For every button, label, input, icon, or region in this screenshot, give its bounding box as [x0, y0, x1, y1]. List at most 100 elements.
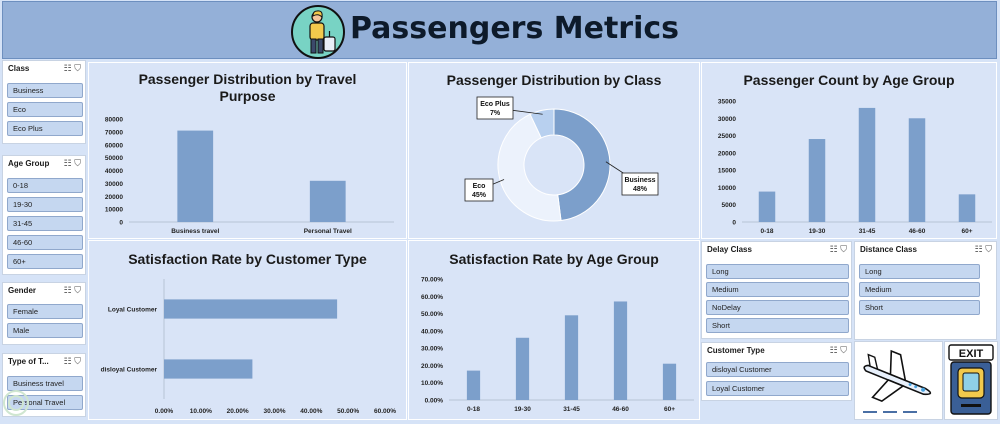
slicer-item-60-plus[interactable]: 60+	[7, 254, 83, 269]
y-tick-label: 30.00%	[421, 346, 443, 353]
y-tick-label: Loyal Customer	[108, 307, 158, 314]
filter-icons[interactable]: ☷ ⛉	[829, 244, 847, 254]
slicer-item-male[interactable]: Male	[7, 323, 83, 338]
chart-title: Passenger Count by Age Group	[743, 72, 955, 88]
slicer-item-medium[interactable]: Medium	[859, 282, 980, 297]
slicer-item-nodelay[interactable]: NoDelay	[706, 300, 849, 315]
passenger-logo-icon	[291, 5, 345, 59]
slicer-item-female[interactable]: Female	[7, 304, 83, 319]
bar	[758, 191, 776, 222]
slicer-customer-type: Customer Type ☷ ⛉ disloyal Customer Loya…	[701, 342, 852, 401]
y-tick-label: 20000	[718, 150, 736, 157]
y-tick-label: 50000	[105, 155, 123, 162]
bar	[177, 130, 214, 222]
travel-purpose-chart: 80000 70000 60000 50000 40000 30000 20000 10000…	[105, 117, 394, 235]
filter-icons[interactable]: ☷ ⛉	[63, 158, 81, 168]
chart-title: Satisfaction Rate by Age Group	[449, 251, 659, 267]
page-title: Passengers Metrics	[350, 11, 680, 46]
x-tick-label: 19-30	[514, 406, 531, 413]
donut-slice	[553, 108, 611, 222]
x-tick-label: 31-45	[859, 228, 876, 235]
y-tick-label: 30000	[718, 116, 736, 123]
slicer-item-long[interactable]: Long	[859, 264, 980, 279]
x-tick-label: 46-60	[612, 406, 629, 413]
x-tick-label: 10.00%	[190, 408, 212, 415]
slice-percent: 48%	[633, 186, 648, 193]
bar	[309, 180, 346, 222]
chart-title: Passenger Distribution by Travel Purpose	[138, 71, 357, 104]
slicer-item-business[interactable]: Business	[7, 83, 83, 98]
slicer-item-short[interactable]: Short	[859, 300, 980, 315]
y-tick-label: 60000	[105, 142, 123, 149]
bar	[466, 370, 481, 400]
x-tick-label: 30.00%	[263, 408, 285, 415]
watermark-icon	[3, 390, 29, 416]
bar	[958, 194, 976, 222]
slicer-item-medium[interactable]: Medium	[706, 282, 849, 297]
filter-icons[interactable]: ☷ ⛉	[63, 63, 81, 73]
slicer-item-0-18[interactable]: 0-18	[7, 178, 83, 193]
age-satisfaction-chart: 70.00% 60.00% 50.00% 40.00% 30.00% 20.00% 10.0…	[421, 277, 694, 413]
y-tick-label: 20000	[105, 194, 123, 201]
y-tick-label: 60.00%	[421, 294, 443, 301]
slicer-item-personal-travel[interactable]: Personal Travel	[7, 395, 83, 410]
x-tick-label: 0-18	[760, 228, 773, 235]
y-tick-label: 5000	[722, 202, 737, 209]
donut-slice	[497, 113, 562, 222]
slicer-item-19-30[interactable]: 19-30	[7, 197, 83, 212]
slice-label: Eco Plus	[480, 101, 510, 108]
slicer-item-loyal-customer[interactable]: Loyal Customer	[706, 381, 849, 396]
slicer-title: Gender	[8, 286, 37, 295]
bar	[908, 118, 926, 222]
bar	[808, 139, 826, 222]
slicer-item-short[interactable]: Short	[706, 318, 849, 333]
bar	[662, 363, 677, 400]
slicer-item-disloyal-customer[interactable]: disloyal Customer	[706, 362, 849, 377]
class-donut-chart: Business 48% Eco 45% Eco Plus 7%	[464, 96, 659, 222]
x-tick-label: 60+	[961, 228, 972, 235]
data-label-box	[621, 172, 659, 196]
x-tick-label: Business travel	[171, 228, 219, 235]
filter-icons[interactable]: ☷ ⛉	[63, 285, 81, 295]
bar	[164, 299, 338, 319]
filter-icons[interactable]: ☷ ⛉	[974, 244, 992, 254]
slicer-delay-class: Delay Class ☷ ⛉ Long Medium NoDelay Shor…	[701, 241, 852, 339]
slicer-item-46-60[interactable]: 46-60	[7, 235, 83, 250]
y-tick-label: disloyal Customer	[101, 367, 158, 374]
slicer-distance-class: Distance Class ☷ ⛉ Long Medium Short	[854, 241, 997, 340]
slicer-item-eco[interactable]: Eco	[7, 102, 83, 117]
y-tick-label: 80000	[105, 117, 123, 124]
panel-customer-type: Satisfaction Rate by Customer Type 0.00%…	[88, 240, 407, 420]
y-tick-label: 10000	[105, 207, 123, 214]
slicer-title: Delay Class	[707, 245, 752, 254]
donut-slice	[529, 108, 555, 139]
slicer-item-31-45[interactable]: 31-45	[7, 216, 83, 231]
slicer-age-group: Age Group ☷ ⛉ 0-18 19-30 31-45 46-60 60+	[2, 155, 86, 275]
filter-icons[interactable]: ☷ ⛉	[63, 356, 81, 366]
y-tick-label: 50.00%	[421, 311, 443, 318]
slice-label: Eco	[473, 183, 486, 190]
filter-icons[interactable]: ☷ ⛉	[829, 345, 847, 355]
x-tick-label: 60.00%	[374, 408, 396, 415]
exit-illustration: EXIT	[944, 341, 998, 420]
slicer-item-business-travel[interactable]: Business travel	[7, 376, 83, 391]
panel-age-satisfaction: Satisfaction Rate by Age Group 70.00% 60.…	[408, 240, 700, 420]
x-tick-label: 19-30	[809, 228, 826, 235]
x-tick-label: 40.00%	[300, 408, 322, 415]
slicer-title: Distance Class	[860, 245, 917, 254]
data-label-box	[476, 96, 514, 120]
slicer-title: Age Group	[8, 159, 50, 168]
y-tick-label: 20.00%	[421, 363, 443, 370]
customer-type-chart: 0.00% 10.00% 20.00% 30.00% 40.00% 50.00% 60.00…	[101, 279, 396, 415]
y-tick-label: 0.00%	[425, 398, 444, 405]
slicer-title: Type of T...	[8, 357, 49, 366]
y-tick-label: 0	[732, 220, 736, 227]
slicer-item-eco-plus[interactable]: Eco Plus	[7, 121, 83, 136]
slicer-class: Class ☷ ⛉ Business Eco Eco Plus	[2, 60, 86, 144]
panel-age-count: Passenger Count by Age Group 35000 30000 2…	[701, 62, 997, 239]
y-tick-label: 0	[119, 220, 123, 227]
bar	[858, 107, 876, 222]
x-tick-label: 46-60	[909, 228, 926, 235]
slicer-type-of-travel: Type of T... ☷ ⛉ Business travel Persona…	[2, 353, 86, 417]
slicer-item-long[interactable]: Long	[706, 264, 849, 279]
